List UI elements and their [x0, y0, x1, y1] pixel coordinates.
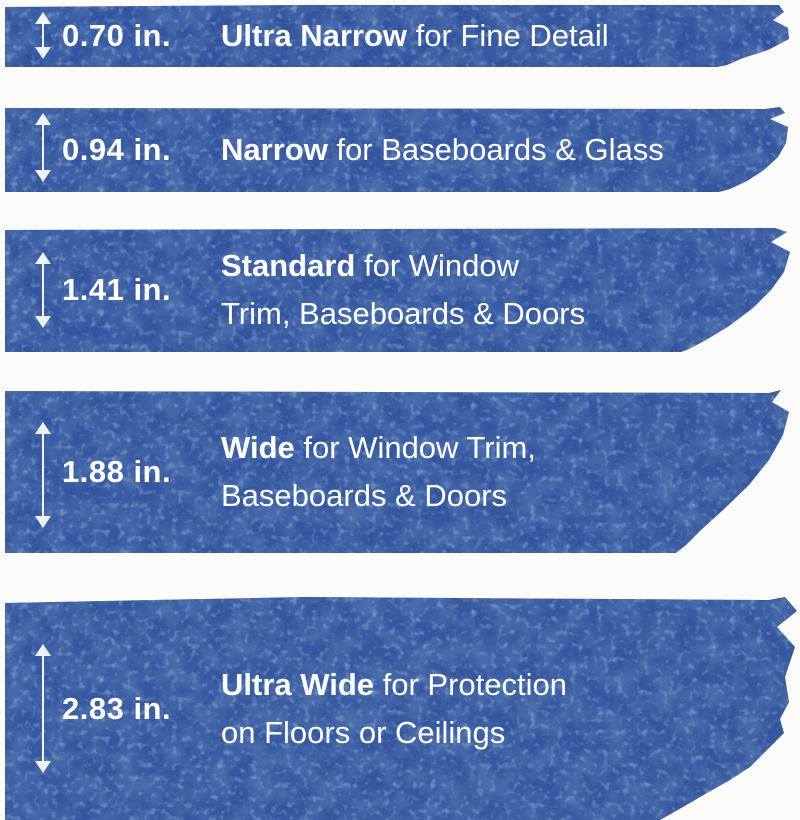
- tape-description: Standard for Window Trim, Baseboards & D…: [221, 242, 585, 338]
- description-line-2: Trim, Baseboards & Doors: [221, 296, 586, 331]
- width-arrow-icon: [35, 422, 51, 528]
- tape-strip-wide: 1.88 in. Wide for Window Trim, Baseboard…: [5, 390, 789, 553]
- arrow-head-up: [35, 422, 51, 434]
- width-arrow-icon: [35, 644, 51, 773]
- width-measurement-label: 0.70 in.: [62, 18, 172, 53]
- arrow-stem: [41, 431, 45, 519]
- arrow-head-down: [35, 170, 51, 182]
- arrow-head-down: [35, 516, 51, 528]
- tape-texture: [5, 597, 797, 820]
- width-arrow-icon: [35, 113, 51, 182]
- tape-strip-narrow: 0.94 in. Narrow for Baseboards & Glass: [5, 107, 788, 192]
- description-line-2: Baseboards & Doors: [221, 477, 508, 513]
- tape-texture: [5, 228, 790, 352]
- description-line-1: Wide for Window Trim,: [221, 429, 536, 465]
- tape-texture: [5, 5, 789, 67]
- tape-description: Ultra Wide for Protection on Floors or C…: [221, 661, 567, 757]
- width-measurement-label: 0.94 in.: [62, 131, 172, 167]
- arrow-head-down: [35, 316, 51, 328]
- arrow-stem: [41, 261, 45, 319]
- tape-texture: [5, 107, 788, 192]
- tape-description: Ultra Narrow for Fine Detail: [221, 12, 609, 60]
- arrow-stem: [41, 122, 45, 173]
- width-arrow-icon: [35, 12, 51, 59]
- arrow-stem: [41, 21, 45, 50]
- width-measurement-label: 1.88 in.: [62, 453, 172, 489]
- arrow-head-down: [35, 761, 51, 773]
- description-line-1: Ultra Wide for Protection: [221, 666, 568, 702]
- width-measurement-label: 2.83 in.: [62, 690, 172, 726]
- description-line-1: Ultra Narrow for Fine Detail: [221, 18, 609, 53]
- tape-description: Narrow for Baseboards & Glass: [221, 126, 664, 174]
- description-line-2: on Floors or Ceilings: [221, 714, 506, 750]
- arrow-head-up: [35, 252, 51, 264]
- width-arrow-icon: [35, 252, 51, 328]
- width-measurement-label: 1.41 in.: [62, 272, 172, 307]
- arrow-head-up: [35, 644, 51, 656]
- tape-texture: [5, 390, 789, 553]
- tape-strip-ultra-narrow: 0.70 in. Ultra Narrow for Fine Detail: [5, 5, 789, 67]
- arrow-head-up: [35, 12, 51, 24]
- tape-strip-standard: 1.41 in. Standard for Window Trim, Baseb…: [5, 228, 790, 352]
- arrow-head-up: [35, 113, 51, 125]
- arrow-head-down: [35, 47, 51, 59]
- description-line-1: Narrow for Baseboards & Glass: [221, 131, 664, 167]
- tape-strip-ultra-wide: 2.83 in. Ultra Wide for Protection on Fl…: [5, 597, 797, 820]
- tape-description: Wide for Window Trim, Baseboards & Doors: [221, 424, 536, 520]
- arrow-stem: [41, 653, 45, 764]
- description-line-1: Standard for Window: [221, 248, 520, 283]
